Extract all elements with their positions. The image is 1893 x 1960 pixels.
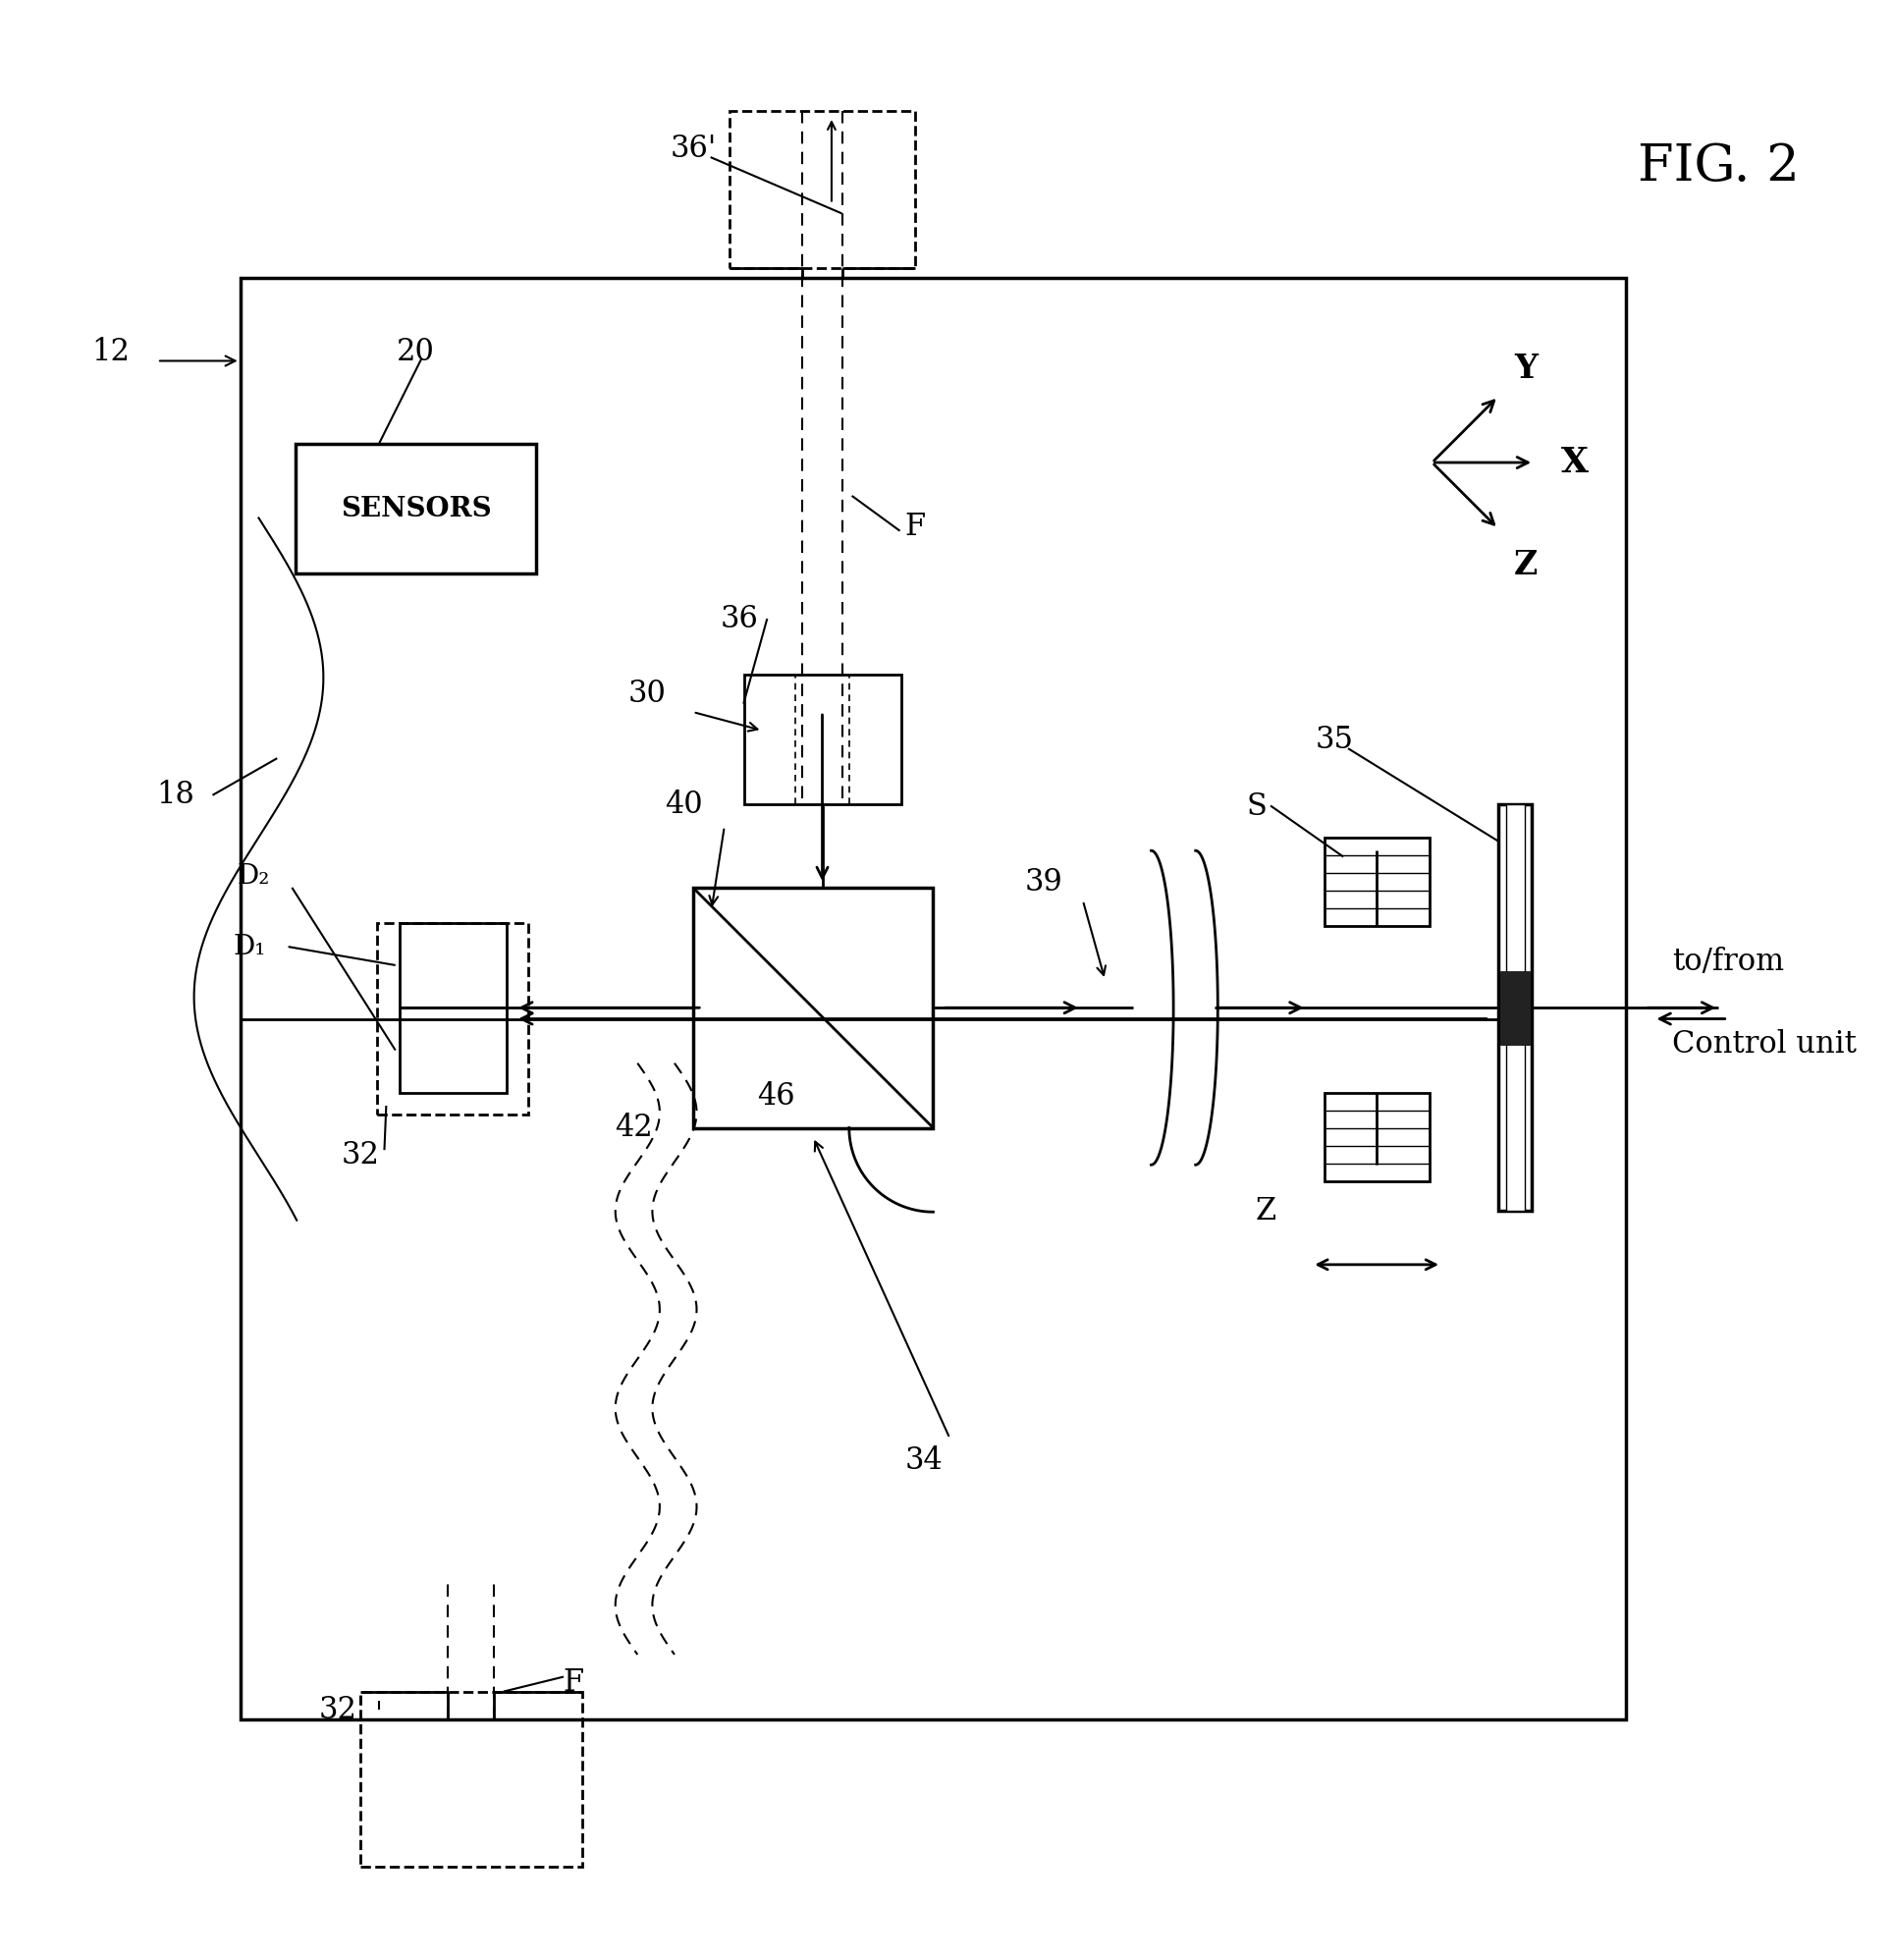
Text: 32: 32	[341, 1141, 379, 1170]
Text: D₂: D₂	[237, 862, 269, 890]
Text: 40: 40	[664, 790, 702, 819]
Text: 42: 42	[615, 1113, 653, 1143]
Text: 30: 30	[628, 678, 666, 710]
Bar	[1507, 804, 1524, 1211]
Text: 34: 34	[905, 1445, 943, 1476]
Bar	[295, 445, 536, 574]
Bar	[1323, 837, 1429, 927]
Text: 35: 35	[1316, 725, 1353, 755]
Text: F: F	[562, 1668, 583, 1697]
Bar	[240, 278, 1626, 1719]
Text: Z: Z	[1514, 549, 1537, 582]
Text: 36': 36'	[670, 133, 716, 163]
Text: Z: Z	[1255, 1196, 1276, 1227]
Text: 39: 39	[1024, 866, 1064, 898]
Text: S: S	[1246, 792, 1266, 821]
Text: 32': 32'	[318, 1695, 365, 1725]
Text: SENSORS: SENSORS	[341, 496, 490, 521]
Bar	[377, 923, 528, 1115]
Text: 20: 20	[398, 337, 435, 367]
Bar	[399, 923, 505, 1007]
Text: to/from: to/from	[1672, 947, 1785, 976]
Bar	[360, 1691, 581, 1868]
Bar	[731, 112, 914, 269]
Bar	[1499, 804, 1531, 1211]
Text: 36: 36	[719, 604, 759, 635]
Text: X: X	[1560, 445, 1588, 478]
Bar	[744, 674, 901, 804]
Text: Y: Y	[1514, 353, 1537, 384]
Text: D₁: D₁	[233, 933, 265, 960]
Text: FIG. 2: FIG. 2	[1637, 141, 1800, 192]
Text: 12: 12	[91, 337, 131, 367]
Bar	[1501, 970, 1530, 1045]
Bar	[1323, 1094, 1429, 1182]
Bar	[399, 1007, 505, 1094]
Bar	[693, 888, 933, 1127]
Text: F: F	[905, 512, 926, 543]
Text: 46: 46	[757, 1082, 795, 1111]
Text: Control unit: Control unit	[1672, 1029, 1857, 1060]
Text: 18: 18	[157, 780, 195, 809]
